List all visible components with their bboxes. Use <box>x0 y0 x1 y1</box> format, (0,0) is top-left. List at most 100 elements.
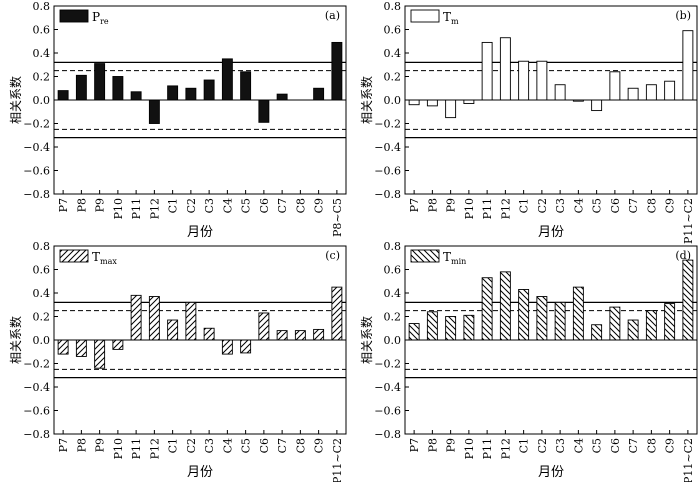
x-tick-label-C4: C4 <box>221 438 234 453</box>
x-tick-label-C7: C7 <box>276 198 289 213</box>
x-tick-label-C3: C3 <box>554 438 567 453</box>
x-tick-label-C8: C8 <box>645 438 658 453</box>
bar-C5 <box>240 339 252 354</box>
bar-C7 <box>276 330 288 341</box>
x-tick-label-C9: C9 <box>313 438 326 453</box>
x-tick-label-P12: P12 <box>499 438 512 459</box>
x-tick-label-C7: C7 <box>627 438 640 453</box>
bar-C9 <box>313 328 325 341</box>
x-tick-label-P8: P8 <box>75 438 88 452</box>
x-tick-label-P9: P9 <box>94 198 107 212</box>
legend: Tm <box>410 9 459 26</box>
bar-P11~C2 <box>682 30 694 101</box>
legend-swatch <box>59 249 89 263</box>
y-tick-label: 0.2 <box>33 71 51 84</box>
x-tick-label-P8: P8 <box>426 198 439 212</box>
x-tick-label-P11: P11 <box>130 438 143 459</box>
x-tick-label-C9: C9 <box>664 438 677 453</box>
bar-P9 <box>445 316 457 341</box>
bar-P8 <box>75 74 87 101</box>
bar-C6 <box>609 306 621 341</box>
legend-label: Pre <box>92 10 109 26</box>
y-tick-label: 0.0 <box>33 94 51 107</box>
bar-C9 <box>664 303 676 341</box>
x-tick-label-P12: P12 <box>499 198 512 219</box>
chart-panel-a: 0.8 0.6 0.4 0.2 0.0 −0.2 −0.4 −0.6 −0.8 P7 P8 P9 P10… <box>8 0 347 240</box>
y-tick-label: −0.2 <box>23 118 50 131</box>
bar-P12 <box>499 37 511 101</box>
bar-C8 <box>294 330 306 341</box>
x-tick-label-P8: P8 <box>426 438 439 452</box>
bar-P8 <box>426 99 438 107</box>
x-tick-label-C4: C4 <box>221 198 234 213</box>
legend: Pre <box>59 9 109 26</box>
y-tick-label: 0.8 <box>33 0 51 13</box>
y-tick-label: −0.8 <box>23 188 50 201</box>
x-tick-label-C2: C2 <box>536 198 549 213</box>
bar-C1 <box>518 289 530 341</box>
x-tick-label-C5: C5 <box>240 438 253 453</box>
y-tick-label: 0.6 <box>33 24 51 37</box>
bar-P11~C2 <box>331 286 343 341</box>
bar-C6 <box>258 99 270 123</box>
x-tick-label-C6: C6 <box>258 438 271 453</box>
y-tick-label: −0.4 <box>23 381 50 394</box>
legend: Tmin <box>410 249 466 266</box>
bar-C6 <box>258 312 270 341</box>
x-tick-label-C2: C2 <box>185 198 198 213</box>
x-tick-label-P10: P10 <box>463 198 476 219</box>
x-tick-label-C6: C6 <box>609 198 622 213</box>
bar-C5 <box>240 71 252 101</box>
y-axis-title: 相关系数 <box>359 316 374 364</box>
y-tick-label: 0.8 <box>384 240 402 253</box>
y-tick-label: 0.4 <box>384 47 402 60</box>
x-tick-label-C1: C1 <box>167 438 180 453</box>
y-tick-label: 0.0 <box>384 334 402 347</box>
bar-C2 <box>185 87 197 101</box>
x-tick-label-C3: C3 <box>554 198 567 213</box>
chart-panel-c: 0.8 0.6 0.4 0.2 0.0 −0.2 −0.4 −0.6 −0.8 P7 P8 P9 P10… <box>8 240 347 482</box>
bar-C3 <box>554 84 566 101</box>
bar-C4 <box>221 58 233 101</box>
bar-P7 <box>57 90 69 101</box>
bar-P11~C2 <box>682 259 694 341</box>
x-tick-label-P11: P11 <box>481 438 494 459</box>
y-tick-label: 0.8 <box>384 0 402 13</box>
x-tick-label-P10: P10 <box>112 198 125 219</box>
x-tick-label-C9: C9 <box>313 198 326 213</box>
x-tick-label-P10: P10 <box>112 438 125 459</box>
bar-P8~C5 <box>331 41 343 101</box>
y-tick-label: −0.4 <box>374 141 401 154</box>
bar-P10 <box>463 99 475 104</box>
x-tick-label-C8: C8 <box>645 198 658 213</box>
y-axis-title: 相关系数 <box>8 76 23 124</box>
bar-C1 <box>167 85 179 101</box>
x-tick-label-P7: P7 <box>408 198 421 212</box>
x-tick-label-C1: C1 <box>167 198 180 213</box>
bar-C2 <box>185 301 197 341</box>
y-tick-label: −0.4 <box>374 381 401 394</box>
y-tick-label: −0.8 <box>374 428 401 441</box>
x-tick-label-P11~C2: P11~C2 <box>682 438 695 482</box>
bar-P11 <box>130 91 142 101</box>
bar-P11 <box>130 294 142 341</box>
bar-C3 <box>203 327 215 341</box>
x-tick-label-P9: P9 <box>445 438 458 452</box>
y-tick-label: 0.6 <box>384 264 402 277</box>
y-tick-label: −0.6 <box>374 165 401 178</box>
bar-P7 <box>408 99 420 106</box>
x-tick-label-P10: P10 <box>463 438 476 459</box>
y-tick-label: 0.2 <box>384 311 402 324</box>
x-tick-label-P9: P9 <box>94 438 107 452</box>
y-axis-title: 相关系数 <box>8 316 23 364</box>
bar-C4 <box>572 286 584 341</box>
x-axis-title: 月份 <box>538 225 564 240</box>
x-tick-label-C3: C3 <box>203 198 216 213</box>
x-tick-label-C1: C1 <box>518 198 531 213</box>
panel-label: (a) <box>325 9 340 22</box>
panel-label: (c) <box>325 249 340 262</box>
x-tick-label-C4: C4 <box>572 198 585 213</box>
bar-P9 <box>94 63 106 101</box>
x-tick-label-C7: C7 <box>276 438 289 453</box>
bar-C3 <box>554 301 566 341</box>
